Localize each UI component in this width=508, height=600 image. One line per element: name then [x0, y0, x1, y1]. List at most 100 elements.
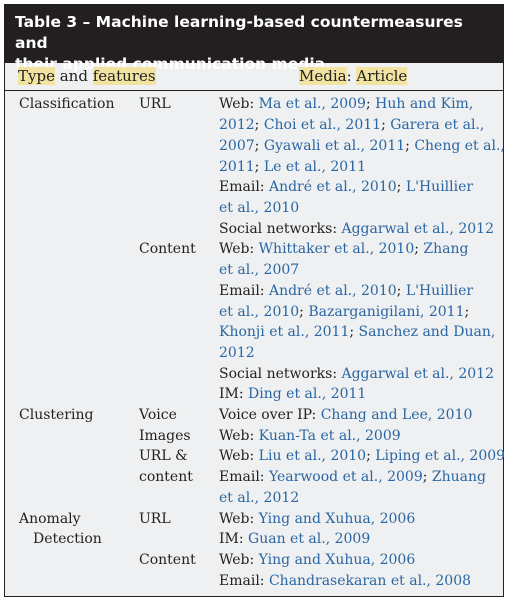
separator: ;	[396, 283, 406, 299]
media-label: Email:	[219, 179, 269, 195]
citation-link[interactable]: Chandrasekaran et al., 2008	[268, 573, 472, 589]
citation-link[interactable]: Yearwood et al., 2009	[268, 469, 423, 485]
citation-link[interactable]: Guan et al., 2009	[248, 531, 371, 547]
citation-link[interactable]: Zhang	[423, 241, 469, 257]
media-label: Email:	[219, 573, 269, 589]
table-title-line1: Table 3 – Machine learning-based counter…	[15, 13, 463, 52]
citation-link[interactable]: Huh and Kim,	[375, 96, 474, 112]
citation-link[interactable]: 2012	[219, 117, 255, 133]
article-line: IM: Guan et al., 2009	[219, 529, 370, 550]
separator: ;	[366, 448, 376, 464]
citation-link[interactable]: Kuan-Ta et al., 2009	[258, 428, 401, 444]
header-media: Media	[299, 67, 347, 85]
citation-link[interactable]: Ma et al., 2009	[258, 96, 366, 112]
citation-link[interactable]: Ding et al., 2011	[248, 386, 367, 402]
citation-link[interactable]: Chang and Lee, 2010	[320, 407, 473, 423]
table-header: Type and features Media: Article	[5, 63, 503, 91]
citation-link[interactable]: Garera et al.,	[390, 117, 485, 133]
media-label: Email:	[219, 469, 269, 485]
media-label: Web:	[219, 552, 259, 568]
citation-link[interactable]: et al., 2010	[219, 200, 300, 216]
citation-link[interactable]: Gyawali et al., 2011	[263, 138, 406, 154]
citation-link[interactable]: et al., 2012	[219, 490, 300, 506]
article-line: Web: Whittaker et al., 2010; Zhang	[219, 239, 468, 260]
article-line: et al., 2012	[219, 488, 299, 509]
media-label: Web:	[219, 241, 259, 257]
article-line: Web: Ying and Xuhua, 2006	[219, 550, 415, 571]
media-label: Web:	[219, 448, 259, 464]
separator: ;	[365, 96, 376, 112]
article-line: 2012	[219, 343, 255, 364]
citation-link[interactable]: Zhuang	[431, 469, 487, 485]
citation-link[interactable]: Le et al., 2011	[263, 159, 367, 175]
citation-link[interactable]: L'Huillier	[405, 179, 474, 195]
header-sep: :	[346, 67, 357, 85]
header-type-features: Type and features	[18, 67, 156, 85]
separator: ;	[254, 138, 264, 154]
citation-link[interactable]: Aggarwal et al., 2012	[341, 366, 494, 382]
article-line: Web: Kuan-Ta et al., 2009	[219, 426, 401, 447]
media-label: Web:	[219, 96, 259, 112]
feature-content: Content	[139, 241, 196, 257]
article-line: Email: Chandrasekaran et al., 2008	[219, 571, 471, 592]
article-line: 2012; Choi et al., 2011; Garera et al.,	[219, 115, 484, 136]
citation-link[interactable]: et al., 2010	[219, 304, 300, 320]
separator: ;	[405, 138, 415, 154]
feature-url: URL	[139, 96, 171, 112]
table-frame: Table 3 – Machine learning-based counter…	[4, 4, 506, 597]
header-article: Article	[356, 67, 408, 85]
media-label: Social networks:	[219, 366, 342, 382]
media-label: IM:	[219, 531, 249, 547]
citation-link[interactable]: Ying and Xuhua, 2006	[258, 552, 416, 568]
citation-link[interactable]: 2012	[219, 345, 255, 361]
media-label: Social networks:	[219, 221, 342, 237]
article-line: Web: Ma et al., 2009; Huh and Kim,	[219, 94, 473, 115]
media-label: Web:	[219, 511, 259, 527]
citation-link[interactable]: 2007	[219, 138, 255, 154]
separator: ;	[464, 304, 470, 320]
citation-link[interactable]: L'Huillier	[405, 283, 474, 299]
citation-link[interactable]: André et al., 2010	[268, 179, 397, 195]
separator: ;	[422, 469, 432, 485]
separator: ;	[299, 304, 309, 320]
row-anomaly-detection: Detection	[33, 531, 102, 547]
media-label: Voice over IP:	[219, 407, 321, 423]
header-features: features	[92, 67, 156, 85]
citation-link[interactable]: Ying and Xuhua, 2006	[258, 511, 416, 527]
citation-link[interactable]: Bazarganigilani, 2011	[308, 304, 465, 320]
citation-link[interactable]: Cheng et al.,	[414, 138, 505, 154]
media-label: IM:	[219, 386, 249, 402]
article-line: Social networks: Aggarwal et al., 2012	[219, 219, 494, 240]
separator: ;	[254, 117, 264, 133]
feature-url-amp: URL &	[139, 448, 188, 464]
article-line: 2007; Gyawali et al., 2011; Cheng et al.…	[219, 136, 505, 157]
citation-link[interactable]: Liping et al., 2009	[375, 448, 506, 464]
header-and: and	[54, 67, 93, 85]
header-type: Type	[18, 67, 55, 85]
article-line: Email: Yearwood et al., 2009; Zhuang	[219, 467, 486, 488]
article-line: Khonji et al., 2011; Sanchez and Duan,	[219, 322, 495, 343]
row-clustering: Clustering	[19, 407, 94, 423]
article-line: et al., 2010; Bazarganigilani, 2011;	[219, 302, 469, 323]
citation-link[interactable]: et al., 2007	[219, 262, 300, 278]
citation-link[interactable]: Aggarwal et al., 2012	[341, 221, 494, 237]
article-line: Email: André et al., 2010; L'Huillier	[219, 177, 473, 198]
table-title: Table 3 – Machine learning-based counter…	[5, 5, 503, 73]
citation-link[interactable]: Khonji et al., 2011	[219, 324, 350, 340]
citation-link[interactable]: 2011	[219, 159, 255, 175]
feature-images: Images	[139, 428, 191, 444]
citation-link[interactable]: Sanchez and Duan,	[358, 324, 496, 340]
citation-link[interactable]: Whittaker et al., 2010	[258, 241, 415, 257]
header-media-article: Media: Article	[299, 67, 408, 85]
row-classification: Classification	[19, 96, 115, 112]
article-line: et al., 2010	[219, 198, 299, 219]
citation-link[interactable]: Choi et al., 2011	[263, 117, 382, 133]
separator: ;	[396, 179, 406, 195]
feature-voice: Voice	[139, 407, 177, 423]
feature-content-3: Content	[139, 552, 196, 568]
separator: ;	[254, 159, 264, 175]
separator: ;	[381, 117, 391, 133]
article-line: Email: André et al., 2010; L'Huillier	[219, 281, 473, 302]
citation-link[interactable]: André et al., 2010	[268, 283, 397, 299]
citation-link[interactable]: Liu et al., 2010	[258, 448, 367, 464]
